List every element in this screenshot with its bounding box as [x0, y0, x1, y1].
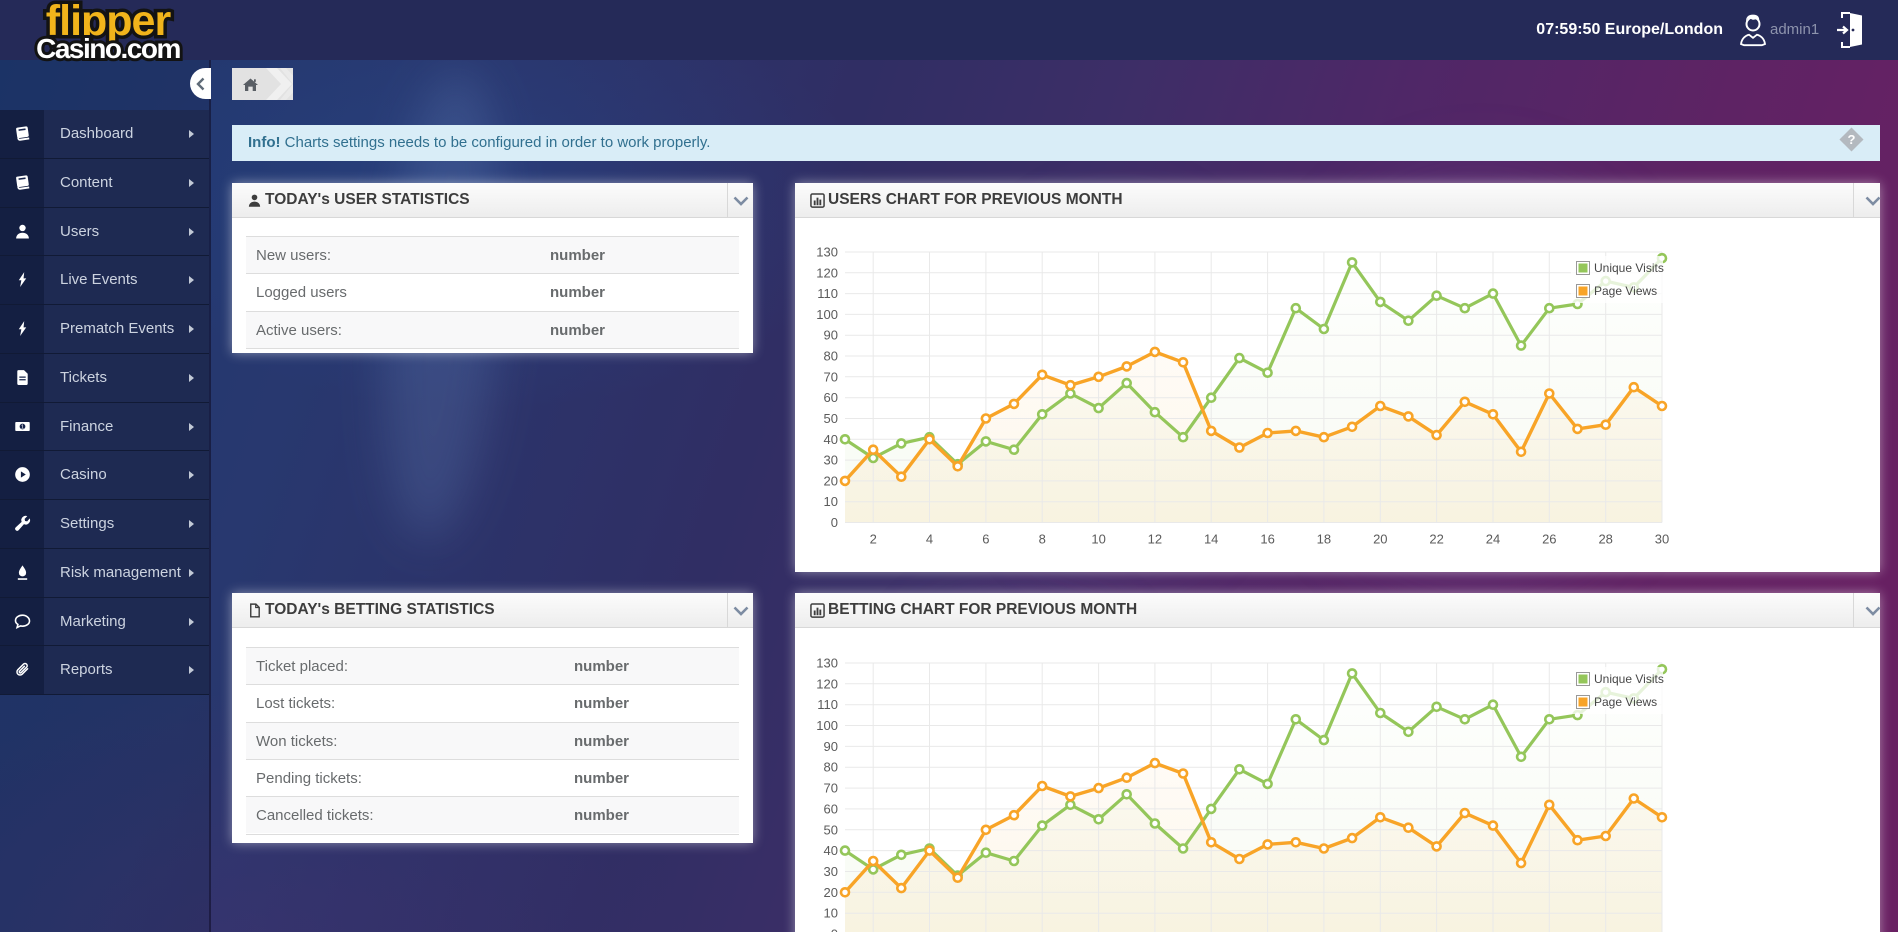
svg-text:50: 50 [824, 822, 838, 837]
svg-text:130: 130 [816, 245, 838, 260]
svg-text:4: 4 [926, 532, 933, 547]
svg-text:40: 40 [824, 843, 838, 858]
svg-text:12: 12 [1148, 532, 1162, 547]
svg-text:90: 90 [824, 328, 838, 343]
svg-text:2: 2 [870, 532, 877, 547]
svg-text:110: 110 [817, 286, 838, 301]
svg-text:100: 100 [816, 307, 838, 322]
svg-text:Unique Visits: Unique Visits [1594, 261, 1664, 275]
svg-text:0: 0 [831, 515, 838, 530]
svg-text:14: 14 [1204, 532, 1218, 547]
svg-text:70: 70 [824, 369, 838, 384]
svg-text:8: 8 [1039, 532, 1046, 547]
svg-text:10: 10 [824, 906, 838, 921]
svg-text:20: 20 [1373, 532, 1387, 547]
svg-text:120: 120 [816, 265, 838, 280]
svg-text:Unique Visits: Unique Visits [1594, 672, 1664, 686]
svg-text:26: 26 [1542, 532, 1556, 547]
svg-text:10: 10 [824, 494, 838, 509]
svg-text:0: 0 [831, 927, 838, 932]
svg-text:100: 100 [816, 718, 838, 733]
svg-text:22: 22 [1429, 532, 1443, 547]
svg-text:80: 80 [824, 760, 838, 775]
svg-text:1: 1 [21, 424, 24, 430]
svg-text:80: 80 [824, 349, 838, 364]
svg-text:30: 30 [1655, 532, 1669, 547]
svg-text:Page Views: Page Views [1594, 284, 1657, 298]
svg-text:6: 6 [982, 532, 989, 547]
svg-text:50: 50 [824, 411, 838, 426]
svg-text:20: 20 [824, 885, 838, 900]
svg-text:30: 30 [824, 453, 838, 468]
svg-text:28: 28 [1598, 532, 1612, 547]
svg-text:110: 110 [817, 697, 838, 712]
svg-text:16: 16 [1260, 532, 1274, 547]
svg-text:Page Views: Page Views [1594, 695, 1657, 709]
svg-text:60: 60 [824, 390, 838, 405]
svg-text:10: 10 [1091, 532, 1105, 547]
svg-text:60: 60 [824, 801, 838, 816]
svg-text:40: 40 [824, 432, 838, 447]
svg-text:18: 18 [1317, 532, 1331, 547]
svg-text:130: 130 [816, 656, 838, 671]
svg-text:70: 70 [824, 781, 838, 796]
svg-text:20: 20 [824, 473, 838, 488]
svg-text:90: 90 [824, 739, 838, 754]
svg-text:30: 30 [824, 864, 838, 879]
svg-text:120: 120 [816, 676, 838, 691]
svg-text:24: 24 [1486, 532, 1500, 547]
